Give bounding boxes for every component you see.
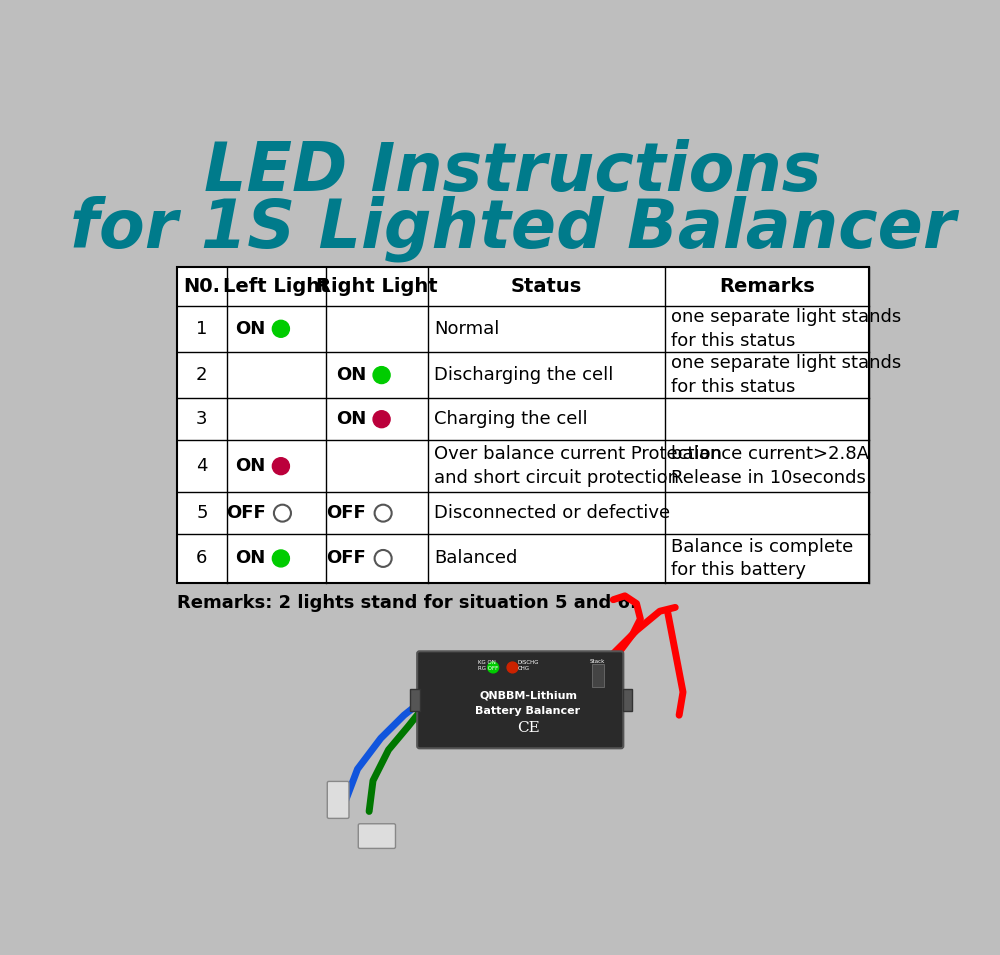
Bar [592, 665, 604, 688]
Text: one separate light stands
for this status: one separate light stands for this statu… [671, 308, 901, 350]
Text: ON: ON [235, 549, 265, 567]
Text: ON: ON [336, 411, 366, 428]
Circle shape [272, 550, 289, 567]
Text: 4: 4 [196, 457, 208, 476]
Text: Left Light: Left Light [223, 277, 329, 296]
FancyBboxPatch shape [417, 651, 623, 749]
FancyBboxPatch shape [358, 824, 395, 848]
Text: KG ON
RG OFF: KG ON RG OFF [478, 660, 498, 670]
Text: ON: ON [235, 320, 265, 338]
Text: Right Light: Right Light [316, 277, 438, 296]
Text: 1: 1 [196, 320, 208, 338]
Text: 5: 5 [196, 504, 208, 522]
Text: Balance is complete
for this battery: Balance is complete for this battery [671, 538, 853, 580]
Text: Over balance current Protection
and short circuit protection: Over balance current Protection and shor… [434, 445, 722, 487]
Circle shape [507, 662, 518, 673]
Text: Balanced: Balanced [434, 549, 518, 567]
Circle shape [373, 411, 390, 428]
Circle shape [373, 367, 390, 384]
Text: one separate light stands
for this status: one separate light stands for this statu… [671, 354, 901, 396]
Text: Disconnected or defective: Disconnected or defective [434, 504, 670, 522]
Circle shape [488, 662, 499, 673]
FancyBboxPatch shape [327, 781, 349, 818]
Text: Charging the cell: Charging the cell [434, 411, 588, 428]
Text: OFF: OFF [326, 504, 366, 522]
Text: for 1S Lighted Balancer: for 1S Lighted Balancer [70, 196, 955, 262]
Circle shape [272, 320, 289, 337]
Bar [410, 689, 420, 711]
Bar [623, 689, 632, 711]
Text: OFF: OFF [326, 549, 366, 567]
Text: 6: 6 [196, 549, 208, 567]
Text: Stack: Stack [590, 659, 605, 664]
Text: ON: ON [235, 457, 265, 476]
Text: OFF: OFF [226, 504, 265, 522]
Text: balance current>2.8A
Release in 10seconds: balance current>2.8A Release in 10second… [671, 445, 869, 487]
Text: CE: CE [517, 720, 539, 734]
Text: Discharging the cell: Discharging the cell [434, 366, 614, 384]
Text: 2: 2 [196, 366, 208, 384]
Text: Remarks: Remarks [719, 277, 815, 296]
Text: DISCHG
CHG: DISCHG CHG [518, 660, 539, 670]
Text: 3: 3 [196, 411, 208, 428]
Text: LED Instructions: LED Instructions [204, 139, 821, 205]
Circle shape [272, 457, 289, 475]
Text: Status: Status [511, 277, 582, 296]
Text: Remarks: 2 lights stand for situation 5 and 6.: Remarks: 2 lights stand for situation 5 … [177, 594, 637, 611]
Text: Normal: Normal [434, 320, 500, 338]
Text: Battery Balancer: Battery Balancer [475, 706, 581, 715]
Text: N0.: N0. [183, 277, 220, 296]
Text: QNBBM-Lithium: QNBBM-Lithium [479, 691, 577, 701]
Text: ON: ON [336, 366, 366, 384]
Bar [177, 267, 869, 583]
